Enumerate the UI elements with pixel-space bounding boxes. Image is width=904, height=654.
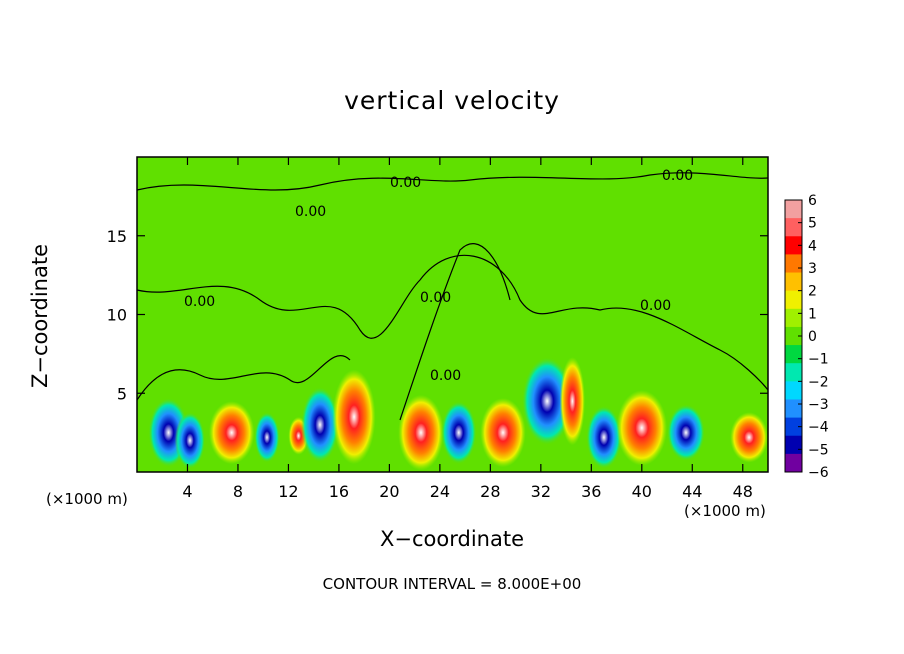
colorbar-tick-label: −3 [808, 397, 829, 413]
y-tick-label: 15 [107, 227, 127, 246]
zero-contour-line [399, 243, 511, 421]
colorbar-tick-label: −2 [808, 374, 829, 390]
contour-label: 0.00 [640, 298, 671, 314]
velocity-cell [616, 390, 668, 466]
colorbar-swatch [785, 363, 802, 382]
colorbar-swatch [785, 435, 802, 455]
colorbar-tick-label: −4 [808, 420, 829, 436]
colorbar-tick-label: 2 [808, 284, 817, 300]
velocity-cell [441, 401, 477, 465]
x-tick-label: 48 [733, 482, 753, 501]
x-unit-left: (×1000 m) [46, 490, 128, 508]
colorbar-swatch [785, 453, 802, 473]
colorbar-swatch [785, 272, 802, 292]
velocity-cell [208, 401, 255, 465]
colorbar-swatch [785, 290, 802, 310]
colorbar-tick-label: 0 [808, 329, 817, 345]
colorbar-tick-label: 6 [808, 193, 817, 209]
x-unit-right: (×1000 m) [684, 502, 766, 520]
velocity-cell [254, 412, 280, 463]
y-tick-label: 5 [117, 384, 127, 403]
velocity-cell [730, 412, 768, 463]
colorbar-tick-label: −6 [808, 465, 829, 481]
zero-contour-line [136, 355, 351, 401]
colorbar-swatch [785, 200, 802, 219]
colorbar-swatch [785, 345, 802, 364]
velocity-cell [586, 405, 622, 469]
x-tick-label: 36 [581, 482, 601, 501]
colorbar-swatch [785, 326, 802, 346]
x-tick-label: 12 [278, 482, 298, 501]
x-tick-label: 28 [480, 482, 500, 501]
colorbar-swatch [785, 218, 802, 237]
velocity-cell [480, 397, 526, 468]
velocity-cell [398, 394, 444, 471]
chart-title: vertical velocity [344, 86, 560, 115]
colorbar-tick-label: −5 [808, 442, 829, 458]
colorbar-swatch [785, 381, 802, 400]
colorbar-tick-label: 1 [808, 306, 817, 322]
velocity-cell [667, 404, 705, 461]
contour-label: 0.00 [420, 290, 451, 306]
x-tick-label: 40 [632, 482, 652, 501]
velocity-cell [332, 369, 376, 465]
x-tick-label: 32 [531, 482, 551, 501]
velocity-cell [174, 412, 206, 469]
velocity-cell [301, 386, 339, 463]
colorbar-tick-label: 5 [808, 216, 817, 232]
contour-interval-note: CONTOUR INTERVAL = 8.000E+00 [322, 575, 582, 593]
colorbar-tick-label: 4 [808, 238, 817, 254]
velocity-cell [559, 357, 586, 446]
colorbar-swatch [785, 308, 802, 328]
x-tick-label: 24 [430, 482, 450, 501]
colorbar-swatch [785, 417, 802, 437]
contour-label: 0.00 [662, 168, 693, 184]
y-tick-label: 10 [107, 306, 127, 325]
x-tick-label: 44 [682, 482, 702, 501]
contour-label: 0.00 [430, 368, 461, 384]
contour-label: 0.00 [295, 204, 326, 220]
x-axis-label: X−coordinate [380, 527, 524, 551]
contour-label: 0.00 [184, 294, 215, 310]
zero-contour-line [136, 172, 769, 191]
colorbar-tick-label: −1 [808, 352, 829, 368]
y-axis-label: Z−coordinate [28, 244, 52, 388]
x-tick-label: 20 [379, 482, 399, 501]
x-tick-label: 8 [233, 482, 243, 501]
x-tick-label: 4 [182, 482, 192, 501]
contour-label: 0.00 [390, 175, 421, 191]
velocity-cell [521, 357, 573, 446]
colorbar-swatch [785, 399, 802, 419]
zero-contour-line [136, 254, 769, 391]
colorbar-swatch [785, 254, 802, 274]
colorbar-swatch [785, 236, 802, 255]
colorbar-tick-label: 3 [808, 261, 817, 277]
x-tick-label: 16 [329, 482, 349, 501]
